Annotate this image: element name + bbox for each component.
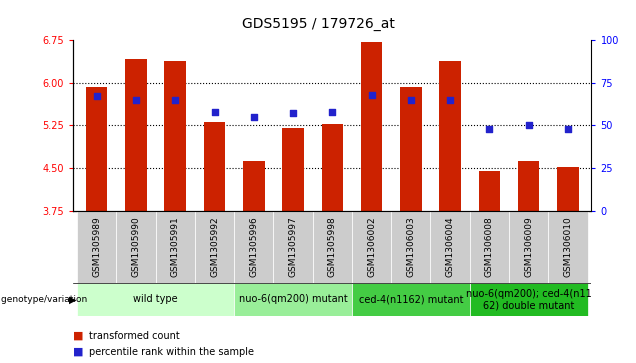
Point xyxy=(445,97,455,103)
Bar xyxy=(352,211,391,283)
Text: GDS5195 / 179726_at: GDS5195 / 179726_at xyxy=(242,17,394,30)
Bar xyxy=(439,61,461,211)
Point xyxy=(249,114,259,120)
Point xyxy=(131,97,141,103)
Bar xyxy=(116,211,156,283)
Point xyxy=(523,122,534,128)
Text: GSM1306004: GSM1306004 xyxy=(446,216,455,277)
Text: GSM1305997: GSM1305997 xyxy=(289,216,298,277)
Bar xyxy=(313,211,352,283)
Text: GSM1306003: GSM1306003 xyxy=(406,216,415,277)
Point xyxy=(170,97,181,103)
Bar xyxy=(204,122,225,211)
Bar xyxy=(156,211,195,283)
Text: nuo-6(qm200); ced-4(n11
62) double mutant: nuo-6(qm200); ced-4(n11 62) double mutan… xyxy=(466,289,591,310)
Bar xyxy=(234,283,352,316)
Text: GSM1306008: GSM1306008 xyxy=(485,216,494,277)
Bar xyxy=(243,161,265,211)
Text: percentile rank within the sample: percentile rank within the sample xyxy=(89,347,254,357)
Bar xyxy=(400,87,422,211)
Text: GSM1306010: GSM1306010 xyxy=(563,216,572,277)
Bar xyxy=(195,211,234,283)
Text: ▶: ▶ xyxy=(69,294,76,305)
Text: nuo-6(qm200) mutant: nuo-6(qm200) mutant xyxy=(238,294,347,305)
Bar xyxy=(352,283,470,316)
Text: GSM1305991: GSM1305991 xyxy=(170,216,180,277)
Text: genotype/variation: genotype/variation xyxy=(1,295,90,304)
Bar xyxy=(431,211,470,283)
Bar xyxy=(470,283,588,316)
Text: wild type: wild type xyxy=(134,294,178,305)
Bar xyxy=(361,42,382,211)
Bar xyxy=(234,211,273,283)
Text: GSM1305992: GSM1305992 xyxy=(210,216,219,277)
Bar xyxy=(518,161,539,211)
Bar xyxy=(322,123,343,211)
Bar xyxy=(509,211,548,283)
Bar xyxy=(77,211,116,283)
Bar xyxy=(77,283,234,316)
Point xyxy=(563,126,573,131)
Bar xyxy=(125,59,147,211)
Bar xyxy=(470,211,509,283)
Text: GSM1305996: GSM1305996 xyxy=(249,216,258,277)
Text: transformed count: transformed count xyxy=(89,331,180,341)
Bar xyxy=(165,61,186,211)
Point xyxy=(366,91,377,97)
Text: ced-4(n1162) mutant: ced-4(n1162) mutant xyxy=(359,294,463,305)
Bar xyxy=(391,211,431,283)
Text: ■: ■ xyxy=(73,347,84,357)
Bar xyxy=(557,167,579,211)
Point xyxy=(328,109,338,114)
Point xyxy=(92,93,102,99)
Bar xyxy=(273,211,313,283)
Bar xyxy=(548,211,588,283)
Point xyxy=(484,126,494,131)
Bar xyxy=(478,171,500,211)
Point xyxy=(288,110,298,116)
Point xyxy=(406,97,416,103)
Text: GSM1306009: GSM1306009 xyxy=(524,216,533,277)
Text: ■: ■ xyxy=(73,331,84,341)
Text: GSM1305990: GSM1305990 xyxy=(132,216,141,277)
Text: GSM1306002: GSM1306002 xyxy=(367,216,376,277)
Bar xyxy=(86,87,107,211)
Text: GSM1305989: GSM1305989 xyxy=(92,216,101,277)
Point xyxy=(209,109,219,114)
Text: GSM1305998: GSM1305998 xyxy=(328,216,337,277)
Bar xyxy=(282,128,304,211)
